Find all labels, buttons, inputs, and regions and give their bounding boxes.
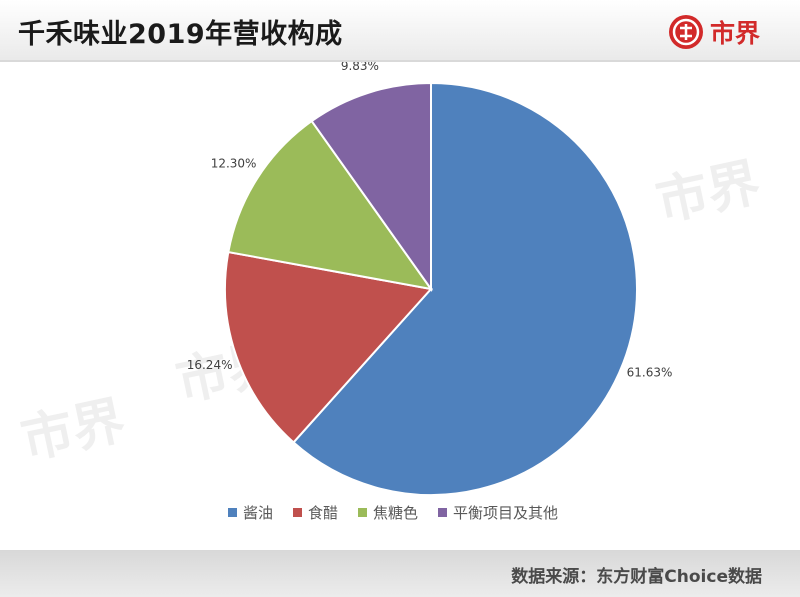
page-title: 千禾味业2019年营收构成 [18,19,343,50]
header-bar: 千禾味业2019年营收构成 市界 [0,0,800,62]
legend-item-2: 焦糖色 [358,502,418,523]
brand-logo-icon [669,15,703,49]
pie-slice-2 [227,119,434,291]
slice-data-label-2: 12.30% [211,156,257,170]
slice-data-label-0: 61.63% [627,366,673,380]
legend-swatch [228,508,237,517]
legend-swatch [438,508,448,517]
brand-logo: 市界 [668,12,760,52]
legend-label: 食醋 [308,504,339,522]
legend-label: 焦糖色 [373,504,419,522]
legend-item-0: 酱油 [228,502,273,523]
pie-chart: 61.63% 16.24% 12.30% 9.83% [187,62,673,496]
pie-slice-3 [310,81,432,293]
legend-swatch [293,508,303,517]
header-divider [0,60,800,62]
legend-item-3: 平衡项目及其他 [438,502,558,523]
legend-item-1: 食醋 [293,502,338,523]
chart-legend: 酱油 食醋 焦糖色 平衡项目及其他 [228,502,558,523]
slice-data-label-1: 16.24% [187,358,233,372]
legend-swatch [358,508,368,517]
pie-slice-1 [224,250,433,444]
slice-data-label-3: 9.83% [341,62,379,73]
legend-label: 酱油 [243,504,274,522]
legend-label: 平衡项目及其他 [453,504,559,522]
footer-bar: 数据来源：东方财富Choice数据 [0,550,800,597]
data-source-note: 数据来源：东方财富Choice数据 [511,567,762,587]
pie-slice-0 [292,81,638,496]
brand-logo-text: 市界 [710,19,761,48]
